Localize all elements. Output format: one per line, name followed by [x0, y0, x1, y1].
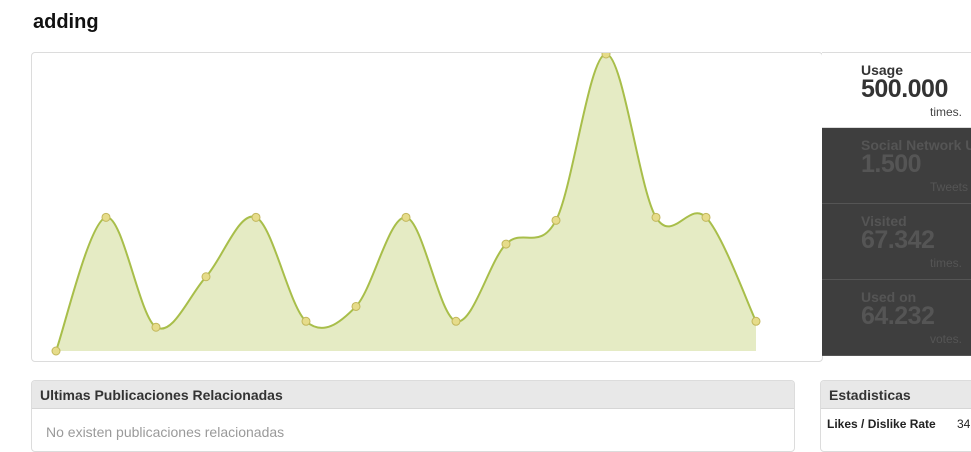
stat-value: 67.342 — [861, 226, 935, 254]
panel-title: Estadisticas — [821, 381, 971, 409]
usage-area-chart — [51, 53, 761, 356]
chart-data-point-7[interactable] — [401, 212, 411, 222]
stats-column: Usage 500.000 times. Social Network U 1.… — [822, 52, 971, 361]
chart-data-point-12[interactable] — [651, 212, 661, 222]
panel-title: Ultimas Publicaciones Relacionadas — [32, 381, 794, 409]
chart-data-point-14[interactable] — [751, 316, 761, 326]
related-publications-panel: Ultimas Publicaciones Relacionadas No ex… — [31, 380, 795, 452]
stat-label: Used on — [861, 289, 917, 305]
stat-label: Usage — [861, 62, 904, 78]
stat-tile-social-network[interactable]: Social Network U 1.500 Tweets — [822, 128, 971, 204]
stats-row-label: Likes / Dislike Rate — [827, 417, 936, 431]
chart-data-point-4[interactable] — [251, 212, 261, 222]
stats-row-likes: Likes / Dislike Rate 34 — [821, 409, 971, 435]
stat-value: 64.232 — [861, 302, 935, 330]
stat-value: 1.500 — [861, 150, 922, 178]
chart-area-fill — [56, 53, 756, 352]
page-title: adding — [33, 11, 99, 33]
chart-data-point-9[interactable] — [501, 239, 511, 249]
chart-data-point-8[interactable] — [451, 316, 461, 326]
chart-data-point-13[interactable] — [701, 212, 711, 222]
chart-data-point-11[interactable] — [601, 53, 611, 59]
stat-unit: votes. — [930, 332, 963, 346]
stats-row-value: 34 — [957, 417, 971, 431]
stat-tile-usage[interactable]: Usage 500.000 times. — [822, 52, 971, 128]
stat-unit: Tweets — [930, 180, 969, 194]
stat-unit: times. — [930, 256, 963, 270]
chart-data-point-1[interactable] — [101, 212, 111, 222]
stat-unit: times. — [930, 105, 963, 119]
stat-tile-visited[interactable]: Visited 67.342 times. — [822, 204, 971, 280]
stat-tile-used-on[interactable]: Used on 64.232 votes. — [822, 280, 971, 356]
statistics-panel: Estadisticas Likes / Dislike Rate 34 — [820, 380, 971, 452]
stat-label: Social Network U — [861, 137, 971, 153]
chart-data-point-3[interactable] — [201, 272, 211, 282]
chart-data-point-0[interactable] — [51, 346, 61, 356]
empty-message: No existen publicaciones relacionadas — [46, 424, 285, 440]
stat-label: Visited — [861, 213, 907, 229]
chart-data-point-10[interactable] — [551, 215, 561, 225]
chart-data-point-5[interactable] — [301, 316, 311, 326]
usage-chart — [31, 52, 823, 362]
stat-value: 500.000 — [861, 75, 948, 103]
chart-data-point-2[interactable] — [151, 322, 161, 332]
chart-series-line — [55, 53, 757, 352]
chart-data-point-6[interactable] — [351, 301, 361, 311]
